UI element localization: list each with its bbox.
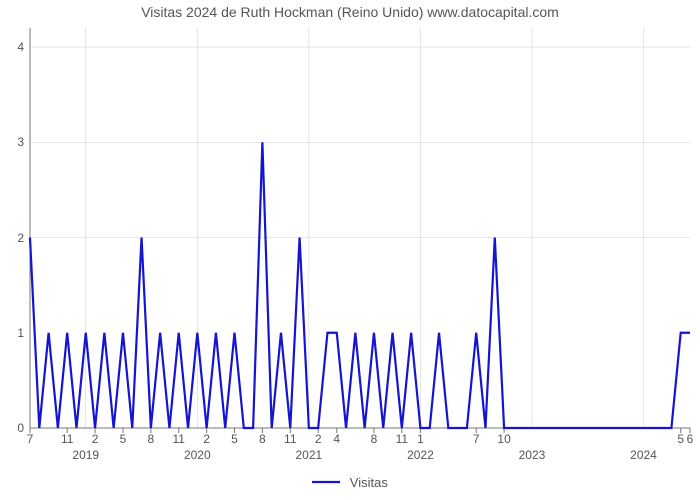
legend-label: Visitas <box>350 475 388 490</box>
x-tick-label: 5 <box>120 428 127 446</box>
x-tick-label: 11 <box>396 428 408 446</box>
x-tick-label: 10 <box>497 428 510 446</box>
x-tick-label: 8 <box>371 428 378 446</box>
x-tick-label: 2 <box>315 428 322 446</box>
y-tick-label: 3 <box>17 135 30 149</box>
legend: Visitas <box>0 474 700 490</box>
x-tick-label: 11 <box>172 428 184 446</box>
chart-title: Visitas 2024 de Ruth Hockman (Reino Unid… <box>0 4 700 20</box>
x-year-label: 2024 <box>630 448 657 462</box>
x-tick-label: 5 <box>231 428 238 446</box>
chart-container: Visitas 2024 de Ruth Hockman (Reino Unid… <box>0 0 700 500</box>
x-tick-label: 2 <box>203 428 210 446</box>
y-tick-label: 4 <box>17 40 30 54</box>
x-year-label: 2022 <box>407 448 434 462</box>
x-tick-label: 7 <box>27 428 34 446</box>
plot-svg <box>30 28 690 428</box>
x-tick-label: 2 <box>92 428 99 446</box>
legend-swatch <box>312 475 340 490</box>
x-tick-label: 6 <box>687 428 694 446</box>
x-year-label: 2020 <box>184 448 211 462</box>
x-axis-years: 2019 2020 2021 2022 2023 2024 <box>30 448 690 464</box>
x-year-label: 2023 <box>519 448 546 462</box>
x-tick-label: 8 <box>148 428 155 446</box>
x-tick-label: 5 <box>677 428 684 446</box>
y-tick-label: 1 <box>17 326 30 340</box>
x-tick-label: 7 <box>473 428 480 446</box>
y-tick-label: 2 <box>17 231 30 245</box>
x-tick-label: 4 <box>333 428 340 446</box>
x-tick-label: 11 <box>61 428 73 446</box>
x-tick-label: 8 <box>259 428 266 446</box>
x-year-label: 2021 <box>296 448 323 462</box>
plot-area: 01234711258112581124811171056 <box>30 28 690 428</box>
x-tick-label: 11 <box>284 428 296 446</box>
x-tick-label: 1 <box>417 428 424 446</box>
x-year-label: 2019 <box>72 448 99 462</box>
